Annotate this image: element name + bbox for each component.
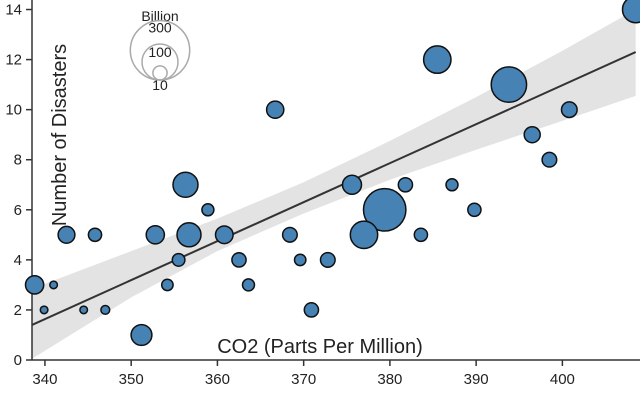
data-point [214,225,234,245]
x-tick-label: 400 [550,371,575,388]
data-point [172,171,199,199]
y-tick-label: 4 [14,252,22,269]
trend-line-layer [31,51,637,326]
y-tick-label: 8 [14,152,22,169]
data-point [541,151,558,168]
data-point [24,275,45,295]
data-point [523,125,541,144]
x-tick-label: 370 [291,371,316,388]
x-tick-label: 390 [464,371,489,388]
data-point [349,220,379,250]
data-point [265,100,285,120]
data-point [241,278,256,292]
size-legend-label: 300 [148,20,172,36]
data-point [49,280,59,290]
data-point [100,304,111,316]
data-point [130,323,153,347]
data-point [490,66,528,104]
data-point [176,222,202,248]
data-point [362,187,407,232]
size-legend-label: 100 [148,44,172,60]
data-points [24,0,640,347]
y-tick-label: 10 [5,102,22,119]
x-tick-label: 360 [205,371,230,388]
data-point [87,227,103,243]
size-legend-title: Billion [141,8,178,24]
data-point [303,302,320,318]
x-tick-label: 380 [377,371,402,388]
y-tick-label: 6 [14,202,22,219]
data-point [145,224,166,245]
data-point [621,0,640,24]
data-point [160,278,174,292]
x-tick-label: 350 [119,371,144,388]
data-point [560,101,578,119]
confidence-band-layer [32,9,636,359]
size-legend-circle [152,65,168,81]
data-point [171,252,186,267]
data-point [445,178,459,192]
data-point [231,252,247,268]
axes: 340 350 360 370 380 390 400 0 2 4 6 8 10 12 14 [5,0,640,388]
data-point [422,45,452,75]
data-point [293,253,307,267]
data-point [57,225,76,244]
y-tick-label: 12 [5,52,22,69]
data-point [281,226,298,243]
data-point [39,305,49,315]
x-axis-label: CO2 (Parts Per Million) [217,336,423,358]
y-tick-label: 14 [5,2,22,19]
y-tick-label: 0 [14,352,22,369]
data-point [201,203,215,217]
size-legend-label: 10 [152,77,168,93]
data-point [413,227,429,243]
confidence-band [32,9,636,359]
y-axis-label: Number of Disasters [49,44,71,226]
y-tick-label: 2 [14,302,22,319]
trend-line [31,51,637,326]
data-point [79,305,89,315]
data-point [319,251,336,268]
x-tick-label: 340 [32,371,57,388]
data-point [467,202,482,218]
data-point [341,174,363,196]
size-legend: Billion 300 100 10 [129,8,191,93]
data-point [397,176,414,193]
